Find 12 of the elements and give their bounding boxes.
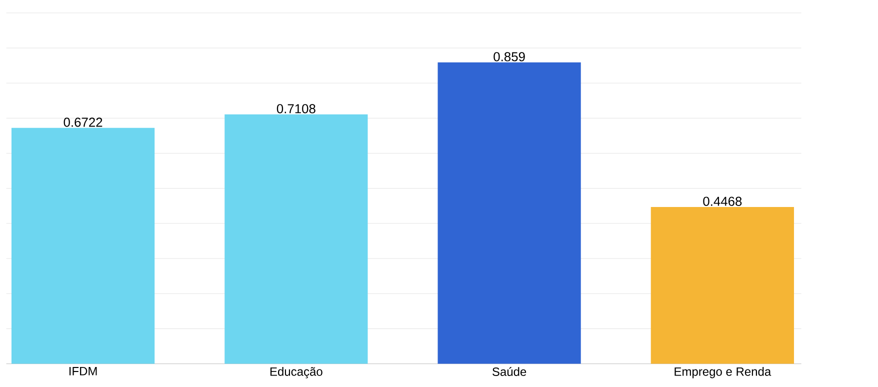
data-label: 0.6722	[64, 118, 102, 127]
x-tick-label: IFDM	[69, 367, 97, 376]
x-tick-label: Saúde	[492, 367, 526, 376]
data-label: 0.7108	[276, 104, 316, 114]
x-tick-label: Emprego e Renda	[674, 367, 772, 378]
bar	[224, 114, 368, 364]
data-label: 0.859	[494, 52, 525, 62]
bar	[438, 62, 581, 364]
x-tick-label: Educação	[270, 367, 322, 378]
bar	[11, 128, 155, 364]
bar	[650, 207, 794, 364]
data-label: 0.4468	[703, 196, 742, 206]
